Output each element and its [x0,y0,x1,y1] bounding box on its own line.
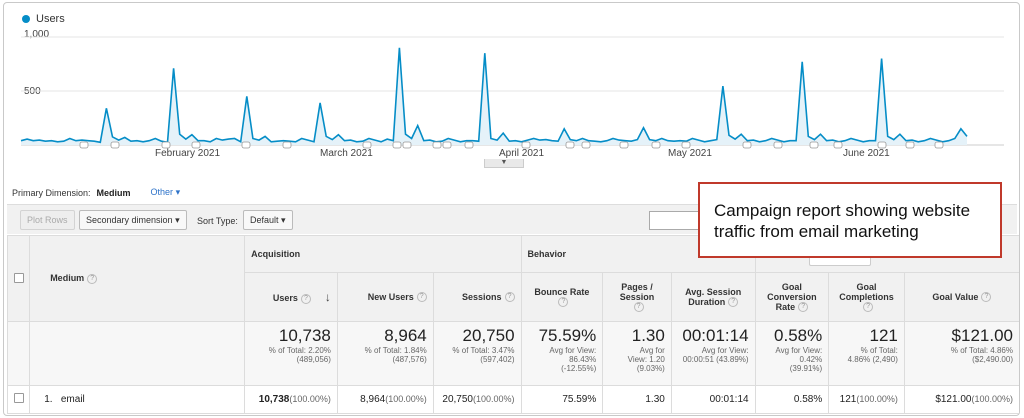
total-bounce-rate: 75.59% Avg for View: 86.43% (-12.55%) [520,321,604,386]
row-sessions: 20,750(100.00%) [432,385,522,414]
users-series-line [20,47,968,144]
annotation-marker-icon [392,141,402,149]
sort-type-dropdown[interactable]: Default ▾ [243,210,293,230]
users-line-chart[interactable] [4,3,1019,163]
total-goal-conversion: 0.58% Avg for View: 0.42% (39.91%) [754,321,830,386]
row-goal-conversion: 0.58% [754,385,830,414]
total-sessions: 20,750% of Total: 3.47% (597,402) [432,321,522,386]
annotation-marker-icon [809,141,819,149]
row-new-users: 8,964(100.00%) [336,385,434,414]
x-tick-mar: March 2021 [320,148,373,159]
help-icon[interactable]: ? [981,292,992,303]
row-goal-completions: 121(100.00%) [828,385,905,414]
row-avg-duration: 00:01:14 [670,385,756,414]
annotation-marker-icon [402,141,412,149]
legend-label: Users [36,13,65,25]
bounce-rate-column-header[interactable]: Bounce Rate? [520,272,604,322]
annotation-marker-icon [161,141,171,149]
dimension-other-link[interactable]: Other ▾ [150,187,181,197]
chart-legend[interactable]: Users [22,13,65,25]
annotation-marker-icon [934,141,944,149]
dropdown-arrow-icon: ▾ [175,215,180,225]
row-checkbox[interactable] [13,393,24,403]
row-goal-value: $121.00(100.00%) [903,385,1019,414]
total-users: 10,738% of Total: 2.20% (489,056) [244,321,338,386]
annotation-marker-icon [565,141,575,149]
total-new-users: 8,964% of Total: 1.84% (487,576) [336,321,434,386]
annotation-marker-icon [442,141,452,149]
help-icon[interactable]: ? [728,297,739,308]
primary-dimension-label: Primary Dimension: [12,187,91,198]
sort-type-label: Sort Type: [197,216,238,226]
dropdown-arrow-icon: ▾ [281,215,286,225]
x-tick-feb: February 2021 [155,148,221,159]
totals-row: 10,738% of Total: 2.20% (489,056) 8,964% … [6,321,1019,386]
annotation-marker-icon [432,141,442,149]
row-users: 10,738(100.00%) [244,385,338,414]
total-goal-value: $121.00% of Total: 4.86% ($2,490.00) [903,321,1019,386]
y-tick-1000: 1,000 [24,29,50,40]
collapse-chart-tab[interactable]: ▼ [484,159,524,168]
annotation-marker-icon [79,141,89,149]
pages-session-column-header[interactable]: Pages / Session? [602,272,672,322]
annotation-marker-icon [581,141,591,149]
annotation-marker-icon [241,141,251,149]
avg-session-duration-column-header[interactable]: Avg. Session Duration? [670,272,756,322]
total-pages-session: 1.30 Avg for View: 1.20 (9.03%) [602,321,672,386]
annotation-callout: Campaign report showing website traffic … [698,182,1002,258]
help-icon[interactable]: ? [87,273,98,284]
select-all-checkbox[interactable] [13,272,24,283]
annotation-marker-icon [742,141,752,149]
help-icon[interactable]: ? [558,297,569,308]
annotation-marker-icon [110,141,120,149]
legend-dot-icon [22,15,30,23]
help-icon[interactable]: ? [633,302,644,313]
help-icon[interactable]: ? [504,292,515,303]
chevron-down-icon: ▾ [175,187,181,197]
annotation-marker-icon [521,141,531,149]
row-medium[interactable]: 1. email [29,385,246,414]
annotation-marker-icon [877,141,887,149]
total-goal-completions: 121% of Total: 4.86% (2,490) [828,321,905,386]
x-tick-may: May 2021 [668,148,712,159]
sort-down-arrow-icon: ↓ [324,290,331,304]
users-column-header[interactable]: Users? ↓ [244,272,338,322]
annotation-marker-icon [191,141,201,149]
plot-rows-button[interactable]: Plot Rows [20,210,75,230]
annotation-marker-icon [282,141,292,149]
primary-dimension-row: Primary Dimension: Medium Other ▾ [12,187,180,198]
annotation-marker-icon [464,141,474,149]
annotation-marker-icon [651,141,661,149]
annotation-marker-icon [773,141,783,149]
goal-value-column-header[interactable]: Goal Value? [903,272,1019,322]
dimension-medium[interactable]: Medium [96,187,131,198]
annotation-marker-icon [362,141,372,149]
goal-completions-column-header[interactable]: Goal Completions? [828,272,905,322]
acquisition-group-header: Acquisition [244,235,522,273]
help-icon[interactable]: ? [798,302,809,313]
annotation-marker-icon [681,141,691,149]
x-tick-jun: June 2021 [843,148,890,159]
total-avg-duration: 00:01:14 Avg for View: 00:00:51 (43.89%) [670,321,756,386]
annotation-marker-icon [905,141,915,149]
x-tick-apr: April 2021 [499,148,545,159]
help-icon[interactable]: ? [863,302,874,313]
help-icon[interactable]: ? [416,292,427,303]
row-pages-session: 1.30 [602,385,672,414]
table-row[interactable]: 1. email 10,738(100.00%) 8,964(100.00%) … [6,385,1019,414]
annotation-marker-icon [619,141,629,149]
secondary-dimension-dropdown[interactable]: Secondary dimension ▾ [79,210,187,230]
row-bounce-rate: 75.59% [520,385,604,414]
annotation-marker-icon [833,141,843,149]
help-icon[interactable]: ? [300,293,311,304]
new-users-column-header[interactable]: New Users? [336,272,434,322]
sessions-column-header[interactable]: Sessions? [432,272,522,322]
goal-conversion-rate-column-header[interactable]: Goal Conversion Rate? [754,272,830,322]
medium-column-header[interactable]: Medium? [29,235,246,322]
users-series-area [21,47,967,145]
report-frame: Users 1,000 500 February 2021 March 2021… [3,2,1020,416]
